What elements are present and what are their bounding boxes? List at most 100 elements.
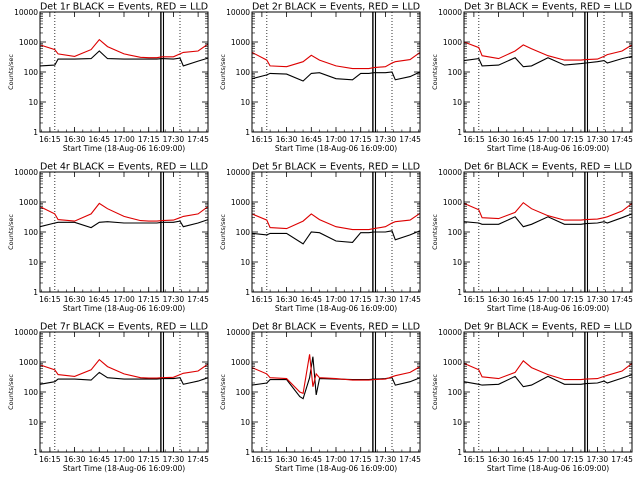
y-tick-label: 1 xyxy=(457,448,462,457)
panel-det-5r: Det 5r BLACK = Events, RED = LLD 1 10 100 10… xyxy=(219,162,421,314)
y-axis-label: Counts/sec xyxy=(7,374,15,410)
y-tick-label: 1000 xyxy=(19,38,38,47)
lld-series-line xyxy=(463,41,633,61)
x-tick-label: 16:15 xyxy=(251,455,273,464)
y-tick-label: 10 xyxy=(452,418,462,427)
y-tick-label: 10000 xyxy=(14,168,38,177)
x-tick-label: 17:45 xyxy=(187,135,209,144)
x-tick-label: 17:00 xyxy=(113,295,135,304)
panel-title: Det 4r BLACK = Events, RED = LLD xyxy=(40,162,208,173)
y-axis-label: Counts/sec xyxy=(431,54,439,90)
panel-det-2r: Det 2r BLACK = Events, RED = LLD 1 10 100 10… xyxy=(219,2,421,154)
x-tick-label: 17:00 xyxy=(537,455,559,464)
plot-frame xyxy=(251,171,421,293)
x-tick-label: 17:15 xyxy=(138,135,160,144)
x-tick-label: 16:30 xyxy=(276,455,298,464)
y-axis-label: Counts/sec xyxy=(219,214,227,250)
x-tick-label: 17:30 xyxy=(375,455,397,464)
y-tick-label: 10000 xyxy=(226,168,250,177)
lld-series-line xyxy=(251,354,421,395)
x-tick-label: 16:30 xyxy=(488,455,510,464)
x-tick-label: 16:30 xyxy=(488,135,510,144)
y-tick-label: 1 xyxy=(245,128,250,137)
y-tick-label: 10 xyxy=(452,98,462,107)
x-tick-label: 17:30 xyxy=(163,295,185,304)
plot-frame xyxy=(39,11,209,133)
y-tick-label: 1000 xyxy=(443,358,462,367)
events-series-line xyxy=(251,71,421,82)
x-tick-label: 17:15 xyxy=(562,455,584,464)
y-tick-label: 1 xyxy=(457,288,462,297)
x-tick-label: 16:15 xyxy=(39,135,61,144)
x-axis-label: Start Time (18-Aug-06 16:09:00) xyxy=(487,464,609,473)
x-axis-label: Start Time (18-Aug-06 16:09:00) xyxy=(275,464,397,473)
x-tick-label: 17:15 xyxy=(350,135,372,144)
y-tick-label: 10 xyxy=(28,258,38,267)
y-tick-label: 1000 xyxy=(231,38,250,47)
plot-frame xyxy=(39,171,209,293)
x-tick-label: 17:15 xyxy=(562,135,584,144)
y-tick-label: 10000 xyxy=(226,328,250,337)
y-axis-label: Counts/sec xyxy=(431,374,439,410)
y-tick-label: 10000 xyxy=(438,168,462,177)
x-tick-label: 17:30 xyxy=(375,135,397,144)
plot-frame xyxy=(251,331,421,453)
x-tick-label: 17:00 xyxy=(325,295,347,304)
x-tick-label: 17:45 xyxy=(187,455,209,464)
y-tick-label: 1 xyxy=(245,288,250,297)
y-axis-label: Counts/sec xyxy=(219,54,227,90)
x-tick-label: 16:45 xyxy=(300,295,322,304)
x-tick-label: 16:45 xyxy=(512,455,534,464)
x-tick-label: 17:30 xyxy=(163,135,185,144)
x-tick-label: 17:30 xyxy=(163,455,185,464)
events-series-line xyxy=(463,55,633,68)
x-axis-label: Start Time (18-Aug-06 16:09:00) xyxy=(63,464,185,473)
x-tick-label: 17:00 xyxy=(325,135,347,144)
x-tick-label: 17:15 xyxy=(562,295,584,304)
x-tick-label: 17:00 xyxy=(113,455,135,464)
x-tick-label: 17:45 xyxy=(399,135,421,144)
plot-frame xyxy=(39,331,209,453)
y-tick-label: 100 xyxy=(448,388,463,397)
x-tick-label: 16:30 xyxy=(276,135,298,144)
y-tick-label: 1000 xyxy=(231,358,250,367)
y-tick-label: 10 xyxy=(28,98,38,107)
x-tick-label: 16:30 xyxy=(276,295,298,304)
x-axis-label: Start Time (18-Aug-06 16:09:00) xyxy=(63,144,185,153)
y-tick-label: 10 xyxy=(28,418,38,427)
x-tick-label: 17:00 xyxy=(113,135,135,144)
events-series-line xyxy=(39,219,209,229)
panel-title: Det 5r BLACK = Events, RED = LLD xyxy=(252,162,420,173)
y-tick-label: 1 xyxy=(33,128,38,137)
x-tick-label: 16:45 xyxy=(88,455,110,464)
y-tick-label: 1000 xyxy=(19,358,38,367)
y-tick-label: 100 xyxy=(24,228,39,237)
y-tick-label: 100 xyxy=(448,68,463,77)
y-tick-label: 100 xyxy=(236,228,251,237)
panel-title: Det 2r BLACK = Events, RED = LLD xyxy=(252,2,420,13)
x-axis-label: Start Time (18-Aug-06 16:09:00) xyxy=(487,304,609,313)
y-tick-label: 10000 xyxy=(14,8,38,17)
plot-frame xyxy=(463,171,633,293)
x-tick-label: 17:15 xyxy=(350,295,372,304)
x-axis-label: Start Time (18-Aug-06 16:09:00) xyxy=(275,144,397,153)
y-tick-label: 1 xyxy=(33,288,38,297)
lld-series-line xyxy=(39,38,209,59)
y-tick-label: 10000 xyxy=(438,8,462,17)
events-series-line xyxy=(463,213,633,228)
x-tick-label: 16:15 xyxy=(463,295,485,304)
x-tick-label: 16:45 xyxy=(88,135,110,144)
panel-title: Det 1r BLACK = Events, RED = LLD xyxy=(40,2,208,13)
panel-title: Det 6r BLACK = Events, RED = LLD xyxy=(464,162,632,173)
x-tick-label: 17:45 xyxy=(611,135,633,144)
x-tick-label: 16:45 xyxy=(512,295,534,304)
y-tick-label: 10000 xyxy=(14,328,38,337)
plot-frame xyxy=(463,331,633,453)
y-tick-label: 10000 xyxy=(226,8,250,17)
x-tick-label: 16:15 xyxy=(39,455,61,464)
y-axis-label: Counts/sec xyxy=(7,54,15,90)
y-tick-label: 1000 xyxy=(231,198,250,207)
x-tick-label: 17:30 xyxy=(375,295,397,304)
x-tick-label: 17:30 xyxy=(587,295,609,304)
